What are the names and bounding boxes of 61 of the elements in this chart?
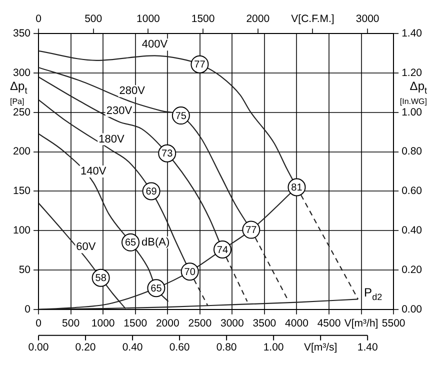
text: 0.80 [216, 341, 237, 354]
x2-tick-label: 0 [36, 13, 42, 26]
y-tick-label: 350 [12, 27, 31, 40]
annotation: 65 [150, 283, 162, 294]
x-tick-label: V[m³/h] [344, 318, 378, 330]
text: 0.00 [28, 341, 49, 354]
x-tick-label: 1000 [91, 318, 115, 330]
y-tick-label: 50 [18, 264, 31, 276]
y2-tick-label: 0.00 [402, 303, 422, 316]
annotation: dB(A) [142, 236, 170, 248]
x-tick-label: 3500 [252, 318, 276, 330]
x-tick-label: 500 [62, 318, 80, 330]
x2-tick-label: 1000 [136, 13, 160, 26]
series-label: 140V [80, 166, 107, 178]
annotation: 58 [95, 273, 107, 284]
y2-tick-label: 1.40 [402, 27, 422, 40]
text: 0.40 [122, 341, 143, 354]
text: V[m³/s] [304, 341, 338, 354]
annotation: 75 [175, 110, 187, 122]
y-tick-label: 250 [12, 106, 31, 118]
x-tick-label: 1500 [124, 318, 148, 330]
y2-tick-label: 0.40 [402, 224, 422, 236]
x-tick-label: 0 [36, 318, 42, 330]
text: 1.40 [357, 341, 378, 354]
x2-tick-label: 1500 [191, 13, 215, 26]
x2-tick-label: 2000 [246, 13, 270, 26]
x-tick-label: 4000 [285, 318, 309, 330]
annotation: 77 [194, 60, 206, 71]
y2-tick-label: 1.20 [402, 66, 422, 79]
annotation: 77 [246, 225, 258, 236]
annotation: 70 [184, 266, 196, 278]
y-tick-label: 0 [24, 303, 31, 316]
annotation: 74 [216, 244, 228, 256]
y-tick-label: 150 [12, 185, 31, 198]
annotation: 65 [124, 238, 137, 249]
x2-tick-label: V[C.F.M.] [291, 13, 334, 26]
y2-tick-label: 0.80 [402, 146, 422, 158]
x-tick-label: 3000 [220, 318, 244, 330]
annotation: 81 [291, 182, 303, 194]
annotation: 73 [162, 148, 174, 160]
annotation: 69 [146, 186, 158, 198]
y2-tick-label: 1.00 [402, 106, 422, 118]
series-label: 280V [119, 85, 146, 98]
text: 0.60 [169, 341, 190, 354]
y2-tick-label: 0.60 [402, 185, 422, 198]
series-label: 60V [76, 241, 96, 254]
x-tick-label: 2500 [188, 318, 212, 330]
text: 0.20 [75, 341, 96, 354]
x-tick-label: 2000 [156, 318, 180, 330]
x-tick-label: 5500 [382, 318, 406, 330]
y-tick-label: 200 [12, 146, 31, 158]
x2-tick-label: 3000 [356, 13, 380, 26]
x-tick-label: 4500 [317, 318, 341, 330]
series-label: 400V [142, 38, 168, 51]
y2-tick-label: 0.20 [402, 264, 422, 276]
x2-tick-label: 500 [84, 13, 102, 26]
series-label: 230V [106, 104, 133, 117]
text: 1.00 [263, 341, 284, 354]
y-tick-label: 300 [12, 66, 31, 79]
series-label: 180V [98, 133, 125, 146]
y-tick-label: 100 [12, 224, 31, 236]
